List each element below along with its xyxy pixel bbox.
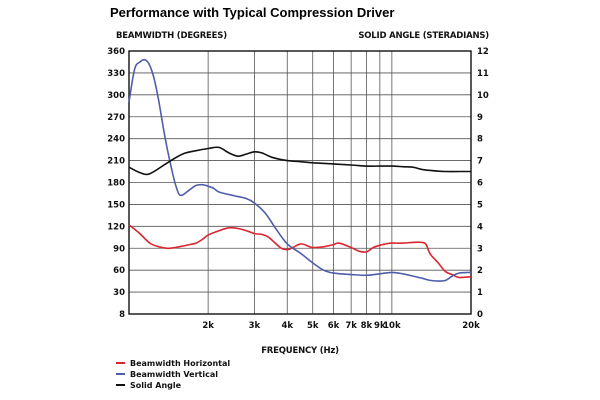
- y-tick-label: 90: [113, 244, 125, 254]
- x-tick-label: 10k: [383, 321, 401, 331]
- x-tick-label: 5k: [307, 321, 319, 331]
- x-tick-label: 2k: [202, 321, 214, 331]
- y2-tick-label: 4: [477, 222, 483, 232]
- x-tick-label: 7k: [345, 321, 357, 331]
- y2-tick-label: 6: [477, 179, 483, 189]
- y-tick-label: 270: [107, 113, 125, 123]
- series-line-beamwidth-vertical: [128, 58, 472, 282]
- y2-tick-label: 0: [477, 310, 483, 320]
- x-tick-label: 9k: [374, 321, 386, 331]
- y-tick-label: 210: [107, 157, 125, 167]
- y-tick-label: 60: [113, 266, 125, 276]
- x-tick-label: 4k: [281, 321, 293, 331]
- x-tick-label: 6k: [328, 321, 340, 331]
- y2-tick-label: 3: [477, 244, 483, 254]
- x-tick-label: 8k: [361, 321, 373, 331]
- legend: Beamwidth Horizontal Beamwidth Vertical So…: [116, 359, 230, 390]
- y2-tick-label: 2: [477, 266, 483, 276]
- y-tick-label: 180: [107, 179, 125, 189]
- y2-tick-label: 8: [477, 135, 483, 145]
- y2-tick-label: 10: [477, 91, 489, 101]
- x-axis-label: FREQUENCY (Hz): [261, 346, 339, 356]
- x-tick-label: 20k: [462, 321, 480, 331]
- y2-tick-label: 7: [477, 157, 483, 167]
- x-tick-label: 3k: [249, 321, 261, 331]
- y-tick-label: 150: [107, 200, 125, 210]
- y2-tick-label: 5: [477, 200, 483, 210]
- y-tick-label: 330: [107, 69, 125, 79]
- y2-tick-label: 1: [477, 288, 483, 298]
- legend-label: Beamwidth Vertical: [130, 370, 218, 379]
- series-line-beamwidth-horizontal: [128, 224, 472, 279]
- legend-label: Solid Angle: [130, 381, 182, 390]
- y-tick-label: 360: [107, 47, 125, 57]
- y-tick-label: 30: [113, 288, 125, 298]
- series-line-solid-angle: [128, 146, 471, 176]
- y2-tick-label: 9: [477, 113, 483, 123]
- y-tick-label: 120: [107, 222, 125, 232]
- y-tick-label: 240: [107, 135, 125, 145]
- y-axis-label: BEAMWIDTH (DEGREES): [116, 31, 227, 41]
- plot-frame: [128, 50, 472, 315]
- y2-tick-label: 11: [477, 69, 489, 79]
- legend-label: Beamwidth Horizontal: [130, 359, 230, 368]
- y-tick-label: 300: [107, 91, 125, 101]
- y2-tick-label: 12: [477, 47, 489, 57]
- y2-axis-label: SOLID ANGLE (STERADIANS): [358, 31, 489, 41]
- page-title: Performance with Typical Compression Dri…: [110, 5, 395, 20]
- y-tick-label: 8: [119, 310, 125, 320]
- grid: [129, 50, 472, 315]
